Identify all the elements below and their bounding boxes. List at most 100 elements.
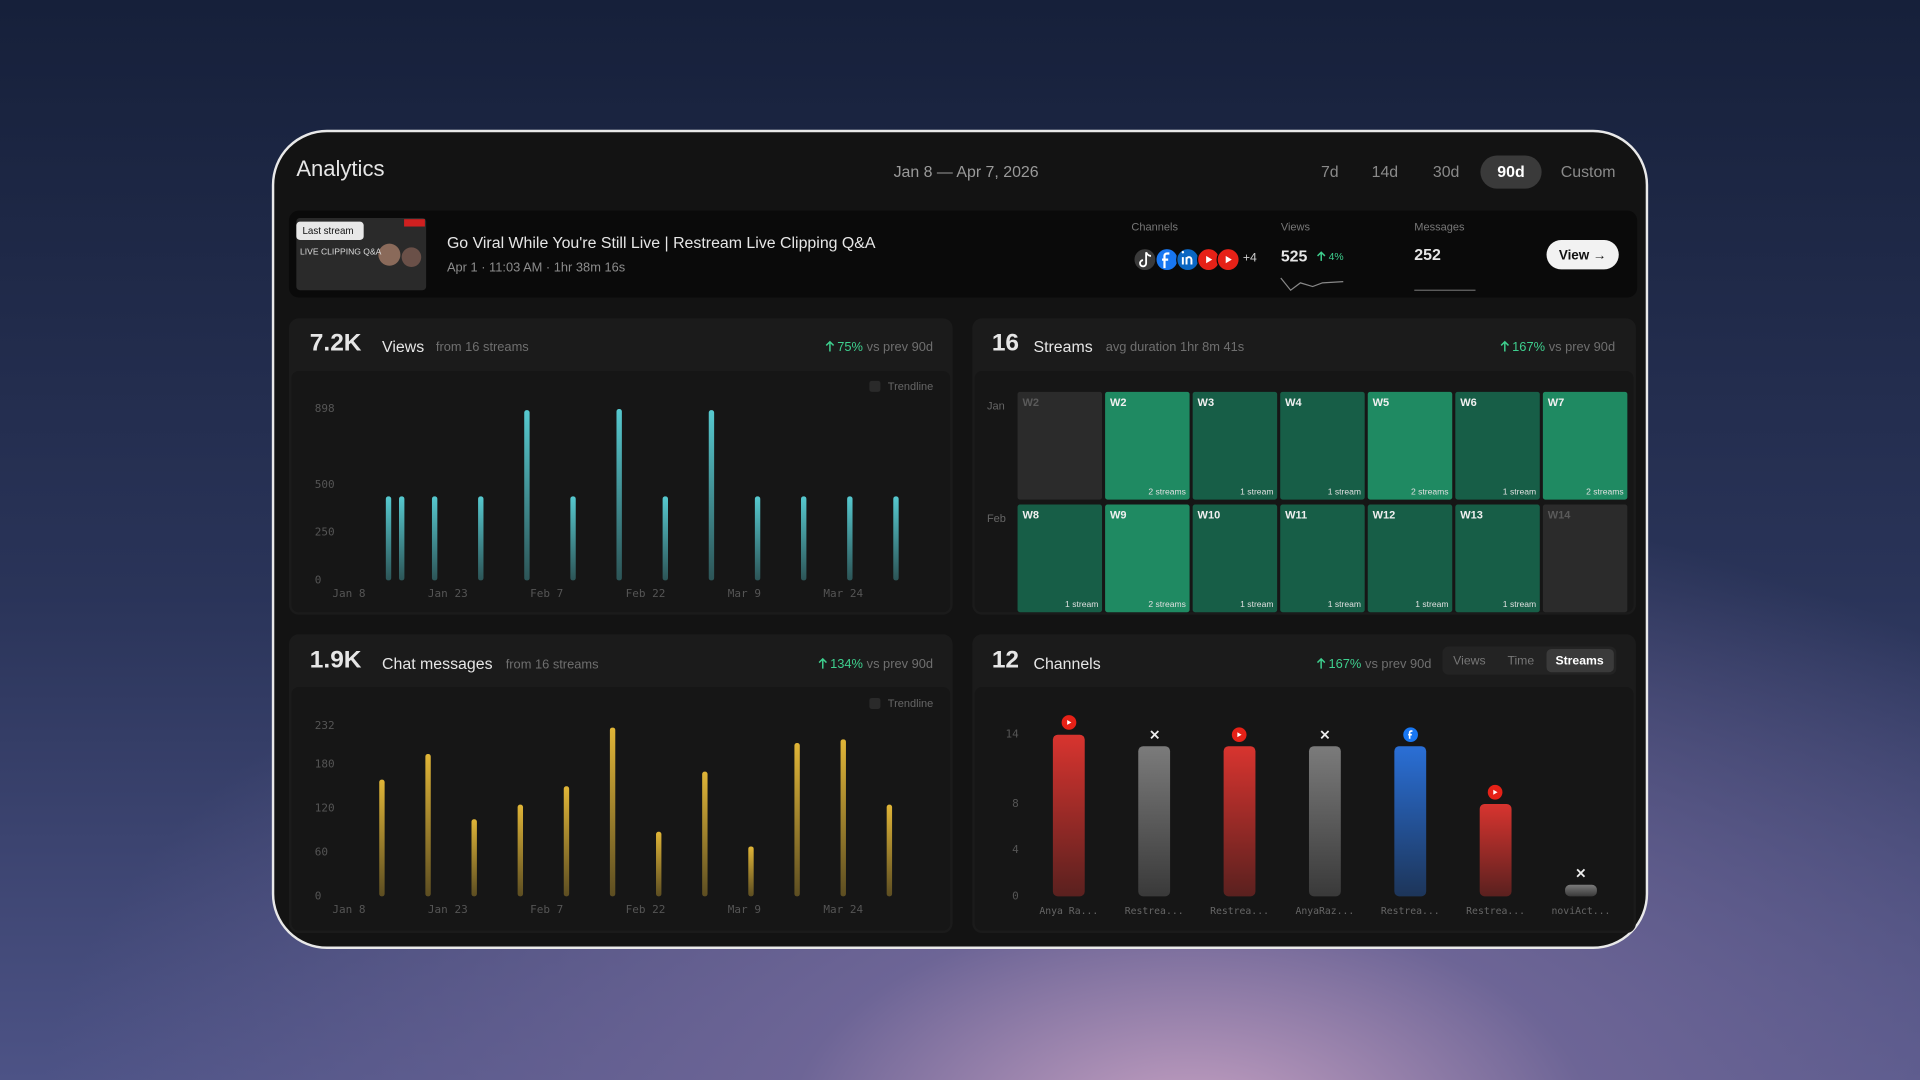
kpi-value: 1.9K [310,647,362,674]
x-tick-label: Feb 7 [530,587,563,600]
bar [570,496,576,581]
week-label: W3 [1198,397,1215,409]
stream-count: 1 stream [1503,487,1536,497]
y-tick-label: 8 [1012,797,1019,810]
x-tick-label: Feb 7 [530,903,563,916]
x-icon [1320,730,1330,740]
bar [385,496,392,581]
views-change: 4% [1329,252,1344,263]
range-button[interactable]: 7d [1321,164,1339,181]
change-value: 75% [837,339,863,354]
stream-count: 1 stream [1415,599,1448,609]
up-arrow [825,340,835,352]
x-tick-label: noviAct... [1552,906,1611,917]
tab-selected[interactable] [1546,648,1614,673]
y-tick-label: 232 [315,719,335,732]
change-value: 134% [830,656,863,671]
stream-count: 1 stream [1503,599,1536,609]
kpi-value: 12 [992,647,1019,674]
kpi-label: Streams [1033,339,1092,356]
x-tick-label: Jan 23 [428,903,468,916]
bar [399,496,405,581]
stream-count: 1 stream [1328,487,1361,497]
x-tick-label: Feb 22 [626,587,666,600]
facebook-glyph [1162,252,1170,269]
week-cell [1017,391,1103,500]
tiktok-glyph [1139,251,1152,268]
x-tick-label: Jan 8 [332,587,365,600]
change-note: vs prev 90d [1365,656,1431,671]
messages-label: Messages [1414,222,1465,234]
youtube-glyph [1206,255,1213,264]
tab[interactable]: Streams [1555,653,1603,667]
change-value: 167% [1328,656,1361,671]
chat-chart-area [291,686,951,931]
linkedin-icon [1176,247,1200,272]
messages-value: 252 [1414,247,1441,264]
bar [471,819,477,897]
change-note: vs prev 90d [867,339,933,354]
trendline-checkbox[interactable] [869,697,881,709]
row-label: Jan [987,400,1005,412]
tabs: Views Time Streams [1453,648,1614,673]
week-label: W10 [1198,509,1221,521]
trendline-label[interactable]: Trendline [888,381,934,393]
view-button-text[interactable]: View → [1559,247,1607,262]
week-cell [1367,504,1453,613]
bar [847,496,853,581]
kpi-note: from 16 streams [436,339,529,354]
y-tick-label: 500 [315,478,335,491]
range-button[interactable]: 14d [1372,164,1399,181]
tab[interactable]: Time [1507,653,1534,667]
week-label: W8 [1022,509,1039,521]
x-icon [1150,730,1160,740]
bar [656,831,662,897]
stream-count: 2 streams [1586,487,1624,497]
change-value: 167% [1512,339,1545,354]
bar [1052,734,1085,897]
trendline-label[interactable]: Trendline [888,698,934,710]
week-cell [1105,391,1190,500]
thumbnail-text: LIVE CLIPPING Q&A [300,247,382,257]
x-tick-label: Restrea... [1125,906,1184,917]
week-label: W2 [1110,397,1127,409]
x-tick-label: Mar 9 [728,903,761,916]
kpi-label: Channels [1033,656,1100,673]
youtube-glyph [1225,255,1232,264]
bar [478,496,484,581]
platform-icons [1061,715,1586,878]
range-button[interactable]: 30d [1433,164,1460,181]
range-selected[interactable] [1480,155,1542,189]
x-tick-label: Mar 24 [823,587,863,600]
range-button[interactable]: Custom [1561,164,1616,181]
x-tick-label: Restrea... [1210,906,1269,917]
week-label: W7 [1548,397,1565,409]
week-label: W6 [1460,397,1477,409]
linkedin-glyph [1181,256,1193,265]
week-label: W14 [1548,509,1572,521]
stream-count: 1 stream [1065,599,1098,609]
change-note: vs prev 90d [1549,339,1615,354]
range-button[interactable]: 90d [1497,164,1524,181]
week-label: W12 [1373,509,1396,521]
bar [893,496,899,581]
tab[interactable]: Views [1453,653,1485,667]
bar [1565,884,1597,897]
kpi-change: 75% vs prev 90d [837,339,933,354]
kpi-change: 167% vs prev 90d [1328,656,1431,671]
up-arrow [1317,251,1326,261]
thumbnail-person [378,243,401,266]
week-label: W5 [1373,397,1390,409]
stream-count: 2 streams [1148,599,1186,609]
bar [425,754,431,897]
stream-title: Go Viral While You're Still Live | Restr… [447,235,876,252]
bar [662,496,669,581]
view-button[interactable] [1546,240,1619,270]
y-tick-label: 250 [315,526,335,539]
bar [524,410,530,581]
youtube-glyph [1493,789,1498,795]
trendline-checkbox[interactable] [869,380,881,392]
week-cell [1367,391,1453,500]
